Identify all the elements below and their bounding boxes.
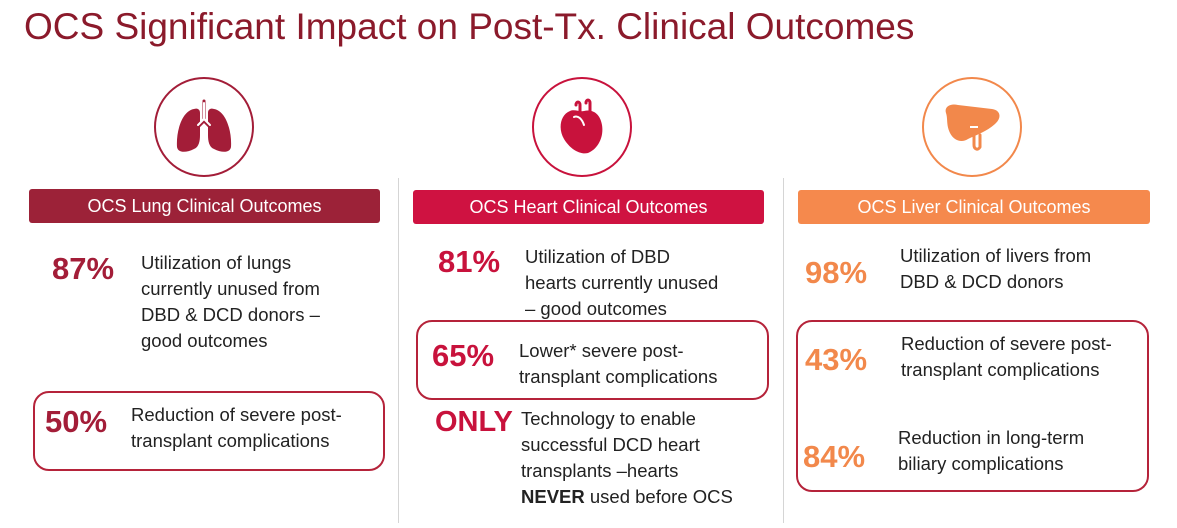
heart-stat2-desc: Lower* severe post- transplant complicat… bbox=[519, 340, 718, 387]
heart-stat1-value: 81% bbox=[438, 244, 501, 279]
liver-icon-circle bbox=[922, 77, 1022, 177]
liver-header: OCS Liver Clinical Outcomes bbox=[798, 190, 1150, 224]
heart-stat1-desc: Utilization of DBD hearts currently unus… bbox=[525, 246, 719, 319]
heart-header: OCS Heart Clinical Outcomes bbox=[413, 190, 764, 224]
lungs-icon bbox=[176, 99, 232, 152]
liver-icon bbox=[945, 104, 1000, 151]
lung-header: OCS Lung Clinical Outcomes bbox=[29, 189, 380, 223]
lungs-icon-circle bbox=[154, 77, 254, 177]
liver-stat2-value: 43% bbox=[805, 342, 868, 377]
lung-stat2-box bbox=[33, 391, 385, 471]
liver-stats-box bbox=[796, 320, 1149, 492]
column-divider bbox=[783, 178, 784, 523]
lung-stat1-desc: Utilization of lungs currently unused fr… bbox=[141, 252, 320, 351]
heart-stat3-value: ONLY bbox=[435, 406, 513, 438]
liver-stat3-value: 84% bbox=[803, 439, 866, 474]
heart-icon bbox=[560, 98, 603, 154]
column-divider bbox=[398, 178, 399, 523]
heart-stat3-desc: Technology to enable successful DCD hear… bbox=[521, 408, 733, 507]
heart-stat2-value: 65% bbox=[432, 338, 495, 373]
liver-stat1-desc: Utilization of livers from DBD & DCD don… bbox=[900, 245, 1092, 292]
lung-stat1-value: 87% bbox=[52, 251, 115, 286]
liver-stat3-desc: Reduction in long-term biliary complicat… bbox=[898, 427, 1085, 474]
liver-stat2-desc: Reduction of severe post- transplant com… bbox=[901, 333, 1112, 380]
heart-icon-circle bbox=[532, 77, 632, 177]
liver-stat1-value: 98% bbox=[805, 255, 868, 290]
heart-stat2-box bbox=[416, 320, 769, 400]
lung-stat2-value: 50% bbox=[45, 404, 108, 439]
page-title: OCS Significant Impact on Post-Tx. Clini… bbox=[24, 6, 915, 47]
lung-stat2-desc: Reduction of severe post- transplant com… bbox=[131, 404, 342, 451]
